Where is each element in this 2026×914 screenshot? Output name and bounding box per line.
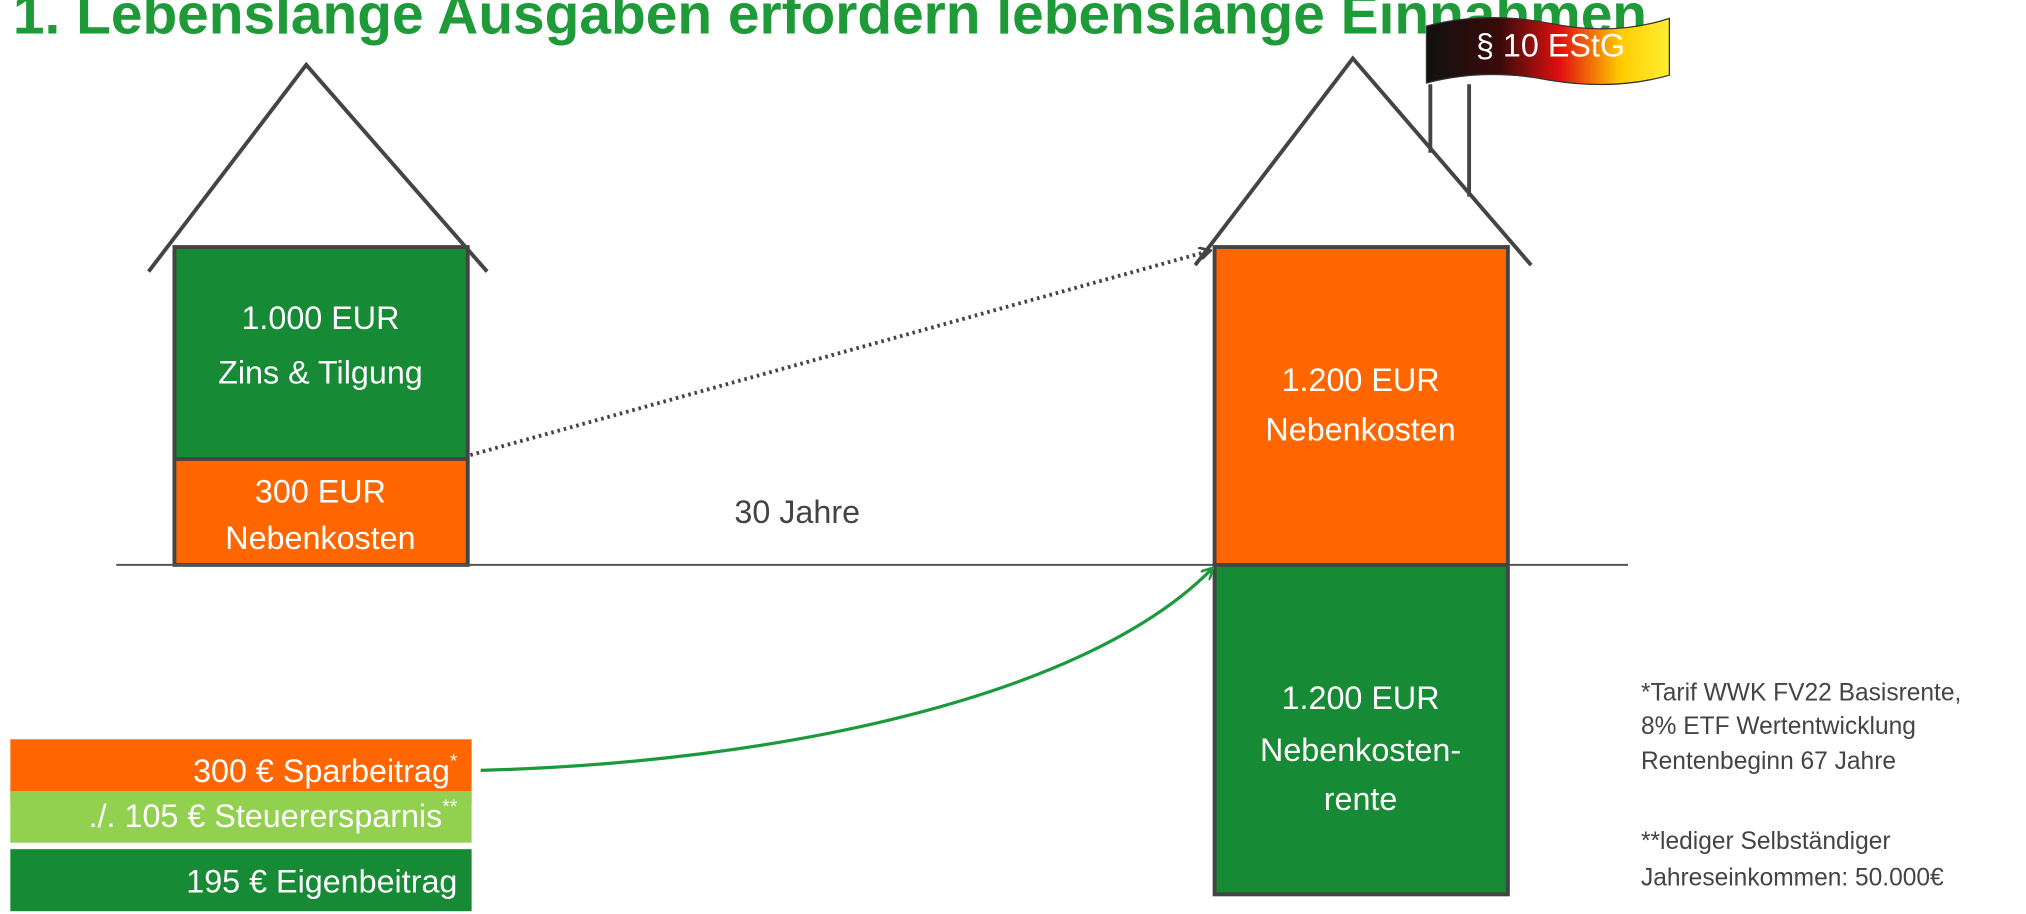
contribution-text: ./. 105 € Steuerersparnis**	[89, 796, 458, 834]
left-house: 1.000 EUR Zins & Tilgung 300 EUR Nebenko…	[147, 61, 489, 567]
footnotes: *Tarif WWK FV22 Basisrente, 8% ETF Werte…	[1641, 680, 1961, 892]
house-text: Nebenkosten-	[1260, 732, 1461, 768]
house-text: Zins & Tilgung	[218, 354, 423, 390]
contribution-box	[10, 849, 472, 912]
house-text: rente	[1324, 781, 1398, 817]
title: 1. Lebenslange Ausgaben erfordern lebens…	[13, 0, 1647, 46]
contribution-text: 300 € Sparbeitrag*	[193, 751, 458, 789]
green-arrow	[480, 569, 1212, 772]
contribution-text: 195 € Eigenbeitrag	[186, 864, 457, 900]
dotted-arrow	[469, 251, 1209, 457]
house-text: 1.200 EUR	[1282, 362, 1440, 398]
contribution-box	[10, 791, 472, 843]
footnote: 8% ETF Wertentwicklung	[1641, 713, 1916, 740]
house-text: 1.200 EUR	[1282, 680, 1440, 716]
house-text: Nebenkosten	[1265, 411, 1455, 447]
duration: 30 Jahre	[734, 494, 860, 530]
footnote: Rentenbeginn 67 Jahre	[1641, 748, 1896, 775]
footnote: Jahreseinkommen: 50.000€	[1641, 864, 1944, 891]
footnote: *Tarif WWK FV22 Basisrente,	[1641, 680, 1961, 707]
right-house: § 10 EStG 1.200 EUR Nebenkosten 1.200 EU…	[1193, 17, 1671, 897]
house-text: 300 EUR	[255, 473, 386, 509]
footnote: **lediger Selbständiger	[1641, 828, 1891, 855]
house-text: Nebenkosten	[225, 520, 415, 556]
house-text: 1.000 EUR	[241, 300, 399, 336]
flag-text: § 10 EStG	[1476, 28, 1625, 64]
